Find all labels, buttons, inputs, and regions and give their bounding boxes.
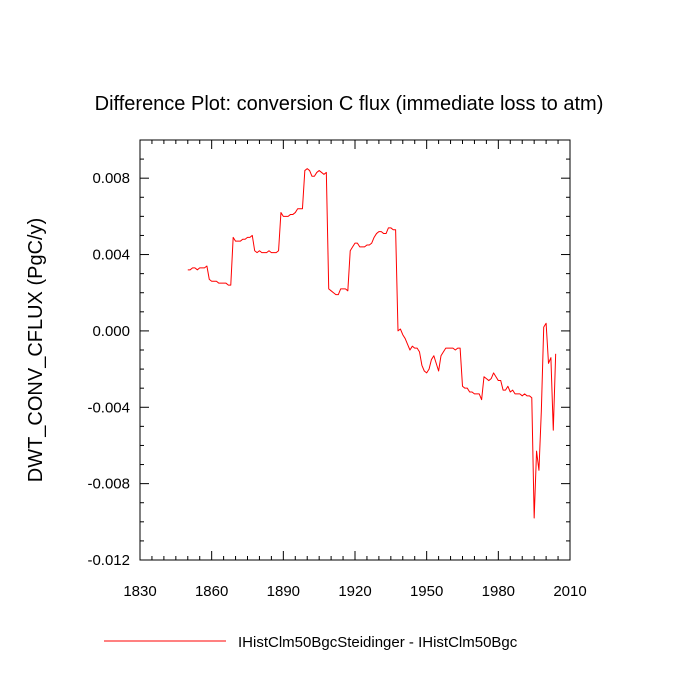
x-tick-label: 1890 <box>267 583 300 600</box>
legend-label: IHistClm50BgcSteidinger - IHistClm50Bgc <box>238 634 518 651</box>
x-tick-label: 2010 <box>553 583 586 600</box>
y-tick-label: 0.008 <box>92 170 130 187</box>
x-tick-label: 1860 <box>195 583 228 600</box>
y-axis-label: DWT_CONV_CFLUX (PgC/y) <box>25 218 47 482</box>
series-group <box>187 168 557 519</box>
y-tick-label: 0.000 <box>92 323 130 340</box>
y-tick-label: 0.004 <box>92 247 130 264</box>
y-tick-label: -0.008 <box>87 476 130 493</box>
legend: IHistClm50BgcSteidinger - IHistClm50Bgc <box>104 634 518 651</box>
x-tick-label: 1950 <box>410 583 443 600</box>
chart-title: Difference Plot: conversion C flux (imme… <box>95 93 604 115</box>
plot-frame <box>139 139 571 561</box>
x-tick-label: 1980 <box>482 583 515 600</box>
series-line-0 <box>187 168 557 519</box>
x-tick-label: 1920 <box>338 583 371 600</box>
x-tick-label: 1830 <box>123 583 156 600</box>
axis-tick-labels: 1830 1860 1890 1920 1950 1980 2010 0.008 0.004 0.… <box>87 170 586 600</box>
axis-ticks <box>139 140 571 561</box>
y-tick-label: -0.012 <box>87 552 130 569</box>
y-tick-label: -0.004 <box>87 399 130 416</box>
